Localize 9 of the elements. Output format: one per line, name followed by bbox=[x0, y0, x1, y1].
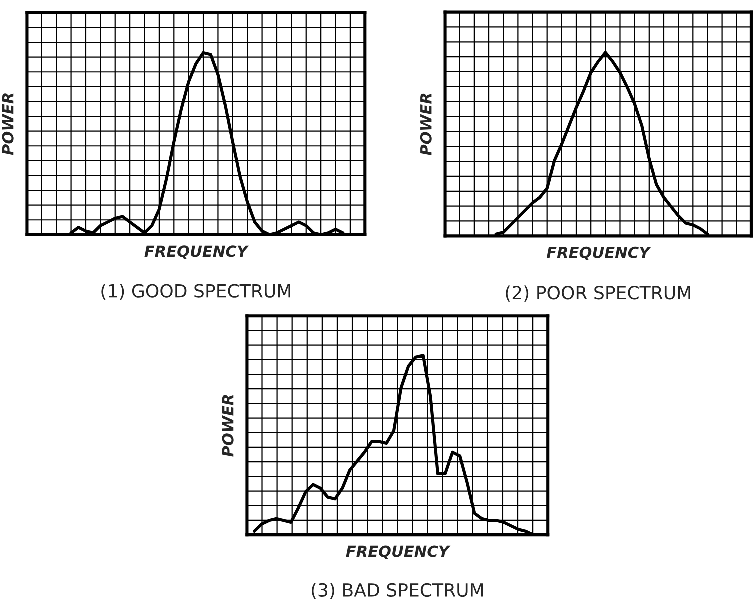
text: (3) BAD SPECTRUM bbox=[312, 583, 484, 600]
x-axis-title: FREQUENCY bbox=[546, 246, 652, 260]
y-axis-title: POWER bbox=[420, 94, 432, 156]
text: (1) GOOD SPECTRUM bbox=[102, 284, 290, 300]
x-axis-title: FREQUENCY bbox=[346, 546, 451, 560]
y-axis-title: POWER bbox=[2, 94, 14, 156]
y-axis-title: POWER bbox=[222, 395, 234, 457]
x-axis-title: FREQUENCY bbox=[144, 246, 250, 260]
text: (2) POOR SPECTRUM bbox=[506, 286, 690, 302]
